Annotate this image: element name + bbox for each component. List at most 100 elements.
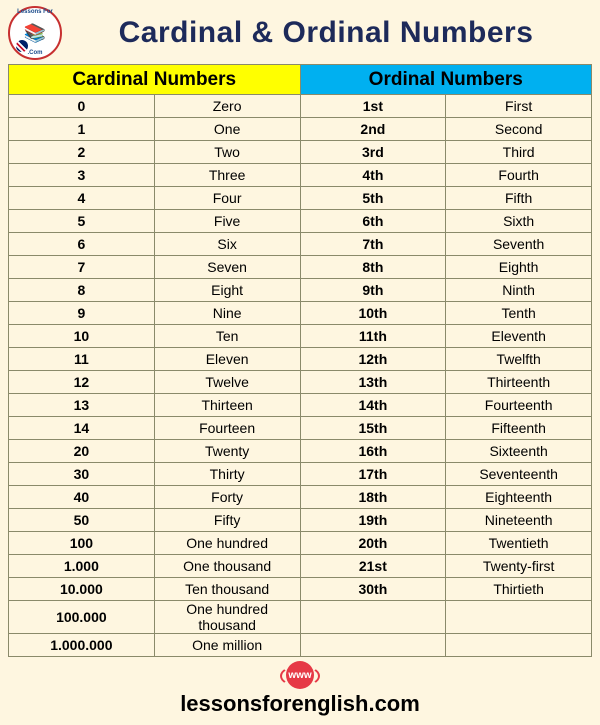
cardinal-word: Thirteen	[154, 394, 300, 417]
cardinal-word: One hundred thousand	[154, 601, 300, 634]
cardinal-number: 3	[9, 164, 155, 187]
table-wrapper: Cardinal Numbers Ordinal Numbers 0Zero1s…	[0, 64, 600, 657]
ordinal-number: 10th	[300, 302, 446, 325]
ordinal-word: Thirtieth	[446, 578, 592, 601]
table-row: 5Five6thSixth	[9, 210, 592, 233]
cardinal-number: 1.000.000	[9, 634, 155, 657]
table-row: 14Fourteen15thFifteenth	[9, 417, 592, 440]
ordinal-number: 9th	[300, 279, 446, 302]
cardinal-word: One million	[154, 634, 300, 657]
cardinal-word: Forty	[154, 486, 300, 509]
ordinal-word: Twentieth	[446, 532, 592, 555]
cardinal-word: Fourteen	[154, 417, 300, 440]
cardinal-word: Ten	[154, 325, 300, 348]
ordinal-word: Eleventh	[446, 325, 592, 348]
ordinal-word: Fifteenth	[446, 417, 592, 440]
cardinal-number: 40	[9, 486, 155, 509]
ordinal-number	[300, 601, 446, 634]
cardinal-number: 13	[9, 394, 155, 417]
cardinal-word: One hundred	[154, 532, 300, 555]
ordinal-number: 20th	[300, 532, 446, 555]
table-row: 30Thirty17thSeventeenth	[9, 463, 592, 486]
cardinal-word: Eight	[154, 279, 300, 302]
cardinal-header: Cardinal Numbers	[9, 65, 301, 95]
ordinal-number: 1st	[300, 95, 446, 118]
cardinal-word: Eleven	[154, 348, 300, 371]
cardinal-word: Thirty	[154, 463, 300, 486]
ordinal-number: 14th	[300, 394, 446, 417]
cardinal-number: 0	[9, 95, 155, 118]
ordinal-number: 3rd	[300, 141, 446, 164]
table-row: 50Fifty19thNineteenth	[9, 509, 592, 532]
ordinal-word: Seventeenth	[446, 463, 592, 486]
ordinal-word: Fifth	[446, 187, 592, 210]
flag-icon	[16, 40, 28, 52]
ordinal-number: 2nd	[300, 118, 446, 141]
table-row: 4Four5thFifth	[9, 187, 592, 210]
cardinal-word: Ten thousand	[154, 578, 300, 601]
table-row: 8Eight9thNinth	[9, 279, 592, 302]
header-row: Lessons For 📚 .Com Cardinal & Ordinal Nu…	[0, 0, 600, 64]
cardinal-number: 20	[9, 440, 155, 463]
table-row: 1.000.000One million	[9, 634, 592, 657]
ordinal-word: Ninth	[446, 279, 592, 302]
ordinal-word: Sixteenth	[446, 440, 592, 463]
table-row: 100.000One hundred thousand	[9, 601, 592, 634]
cardinal-number: 1	[9, 118, 155, 141]
table-row: 10.000Ten thousand30thThirtieth	[9, 578, 592, 601]
ordinal-word: Second	[446, 118, 592, 141]
books-icon: 📚	[24, 24, 46, 42]
footer-url: lessonsforenglish.com	[180, 691, 420, 717]
cardinal-word: Three	[154, 164, 300, 187]
cardinal-number: 4	[9, 187, 155, 210]
cardinal-word: Five	[154, 210, 300, 233]
table-row: 11Eleven12thTwelfth	[9, 348, 592, 371]
cardinal-number: 5	[9, 210, 155, 233]
table-row: 20Twenty16thSixteenth	[9, 440, 592, 463]
cardinal-word: One thousand	[154, 555, 300, 578]
cardinal-number: 7	[9, 256, 155, 279]
cardinal-word: Twelve	[154, 371, 300, 394]
ordinal-number: 30th	[300, 578, 446, 601]
ordinal-number: 8th	[300, 256, 446, 279]
table-row: 0Zero1stFirst	[9, 95, 592, 118]
cardinal-word: Seven	[154, 256, 300, 279]
table-row: 100One hundred20thTwentieth	[9, 532, 592, 555]
table-row: 3Three4thFourth	[9, 164, 592, 187]
cardinal-number: 10.000	[9, 578, 155, 601]
ordinal-number: 12th	[300, 348, 446, 371]
numbers-table: Cardinal Numbers Ordinal Numbers 0Zero1s…	[8, 64, 592, 657]
cardinal-word: Fifty	[154, 509, 300, 532]
table-row: 6Six7thSeventh	[9, 233, 592, 256]
cardinal-number: 14	[9, 417, 155, 440]
ordinal-number: 18th	[300, 486, 446, 509]
logo-text: Lessons For	[10, 9, 60, 15]
cardinal-number: 11	[9, 348, 155, 371]
page-title: Cardinal & Ordinal Numbers	[62, 16, 590, 50]
ordinal-number	[300, 634, 446, 657]
logo-text-bottom: .Com	[28, 50, 43, 56]
globe-icon: www	[286, 661, 314, 689]
cardinal-number: 9	[9, 302, 155, 325]
cardinal-number: 50	[9, 509, 155, 532]
cardinal-word: Two	[154, 141, 300, 164]
ordinal-number: 13th	[300, 371, 446, 394]
ordinal-word	[446, 634, 592, 657]
table-row: 1One2ndSecond	[9, 118, 592, 141]
cardinal-number: 1.000	[9, 555, 155, 578]
cardinal-number: 10	[9, 325, 155, 348]
ordinal-word: Twenty-first	[446, 555, 592, 578]
ordinal-word: First	[446, 95, 592, 118]
cardinal-word: Four	[154, 187, 300, 210]
cardinal-number: 12	[9, 371, 155, 394]
cardinal-word: One	[154, 118, 300, 141]
cardinal-word: Zero	[154, 95, 300, 118]
table-row: 13Thirteen14thFourteenth	[9, 394, 592, 417]
ordinal-word: Nineteenth	[446, 509, 592, 532]
table-row: 40Forty18thEighteenth	[9, 486, 592, 509]
ordinal-word: Tenth	[446, 302, 592, 325]
table-row: 7Seven8thEighth	[9, 256, 592, 279]
ordinal-word: Fourth	[446, 164, 592, 187]
table-header-row: Cardinal Numbers Ordinal Numbers	[9, 65, 592, 95]
ordinal-word	[446, 601, 592, 634]
